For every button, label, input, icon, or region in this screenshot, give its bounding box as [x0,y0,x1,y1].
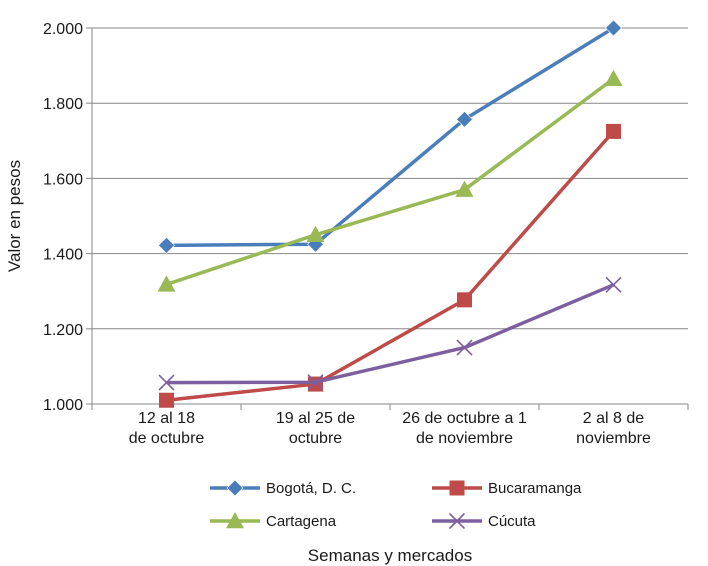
data-point [307,374,324,391]
data-point [159,392,174,408]
x-axis-title: Semanas y mercados [308,546,472,565]
x-marker-stroke [448,512,466,530]
legend-label: Cúcuta [488,513,536,530]
legend-label: Cartagena [266,513,337,530]
series-line [166,283,615,385]
data-point [457,292,472,308]
data-point [308,376,323,392]
y-tick-label: 2.000 [43,21,83,38]
legend-label: Bucaramanga [488,480,582,497]
y-tick-label: 1.800 [43,96,83,113]
data-point [605,276,622,293]
x-tick-label: 2 al 8 de [583,410,644,427]
gridlines [92,27,688,330]
data-point [455,180,474,197]
x-tick-label: de noviembre [416,430,513,447]
legend-item: Cartagena [210,512,337,530]
data-point [448,512,466,530]
y-axis-title: Valor en pesos [5,160,24,272]
data-point [306,225,325,242]
series-lines [157,19,623,408]
data-point [605,19,622,37]
legend-item: Cúcuta [432,512,536,530]
data-point [226,512,244,529]
y-tick-label: 1.000 [43,397,83,414]
data-point [158,236,175,254]
x-tick-label: 12 al 18 [138,410,195,427]
legend-label: Bogotá, D. C. [266,480,356,497]
series-line [166,26,615,248]
x-marker-stroke [158,374,175,391]
legend-item: Bogotá, D. C. [210,479,356,497]
series-line [165,77,615,287]
x-tick-label: de octubre [129,430,205,447]
x-tick-labels: 12 al 18 de octubre 19 al 25 de octubre 26 d… [129,410,651,447]
data-point [606,123,621,139]
x-tick-label: noviembre [576,430,651,447]
data-point [157,275,176,292]
x-marker-stroke [605,276,622,293]
x-tick-label: 19 al 25 de [276,410,355,427]
x-marker-stroke [456,339,473,356]
y-tick-label: 1.600 [43,171,83,188]
y-tick-labels: 1.000 1.200 1.400 1.600 1.800 2.000 [43,21,83,414]
data-point [449,480,465,496]
y-tick-label: 1.400 [43,247,83,264]
x-marker-stroke [307,374,324,391]
series-line [166,130,615,402]
legend: Bogotá, D. C. Bucaramanga Cartagena Cúcuta [210,479,582,530]
data-point [158,374,175,391]
data-point [226,479,244,497]
y-tick-label: 1.200 [43,322,83,339]
axes [86,27,689,410]
data-point [456,110,473,128]
legend-item: Bucaramanga [432,480,582,497]
x-tick-label: 26 de octubre a 1 [402,410,527,427]
x-tick-label: octubre [289,430,342,447]
data-point [456,339,473,356]
data-point [604,69,623,86]
